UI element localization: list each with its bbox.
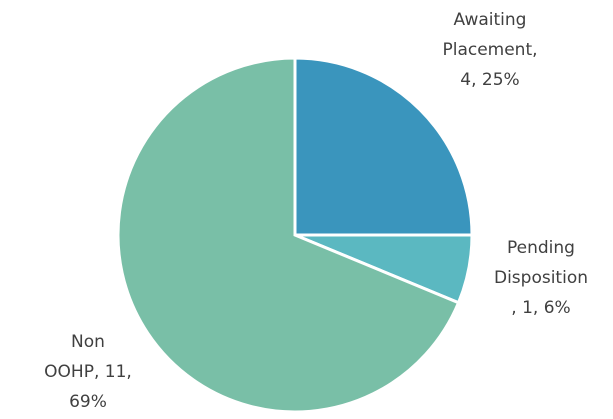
pie-slice xyxy=(293,56,474,237)
slice-label: 69% xyxy=(69,392,107,412)
slice-label: OOHP, 11, xyxy=(44,362,132,382)
slice-label: Disposition xyxy=(494,268,588,288)
slice-label: Pending xyxy=(507,238,575,258)
slice-label: Awaiting xyxy=(454,10,527,30)
slice-label: Non xyxy=(71,332,105,352)
slice-label: Placement, xyxy=(442,40,537,60)
slice-label: 4, 25% xyxy=(460,70,519,90)
pie-slice xyxy=(116,56,461,414)
slice-label: , 1, 6% xyxy=(511,298,570,318)
